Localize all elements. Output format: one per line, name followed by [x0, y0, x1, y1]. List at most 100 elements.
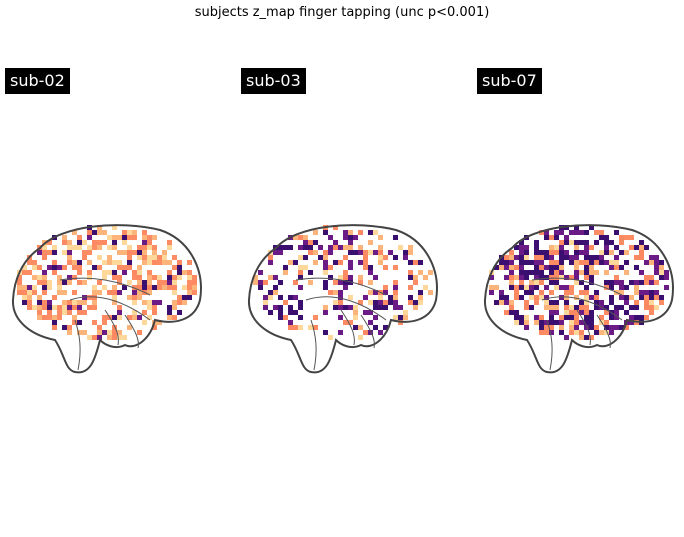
- activation-voxel: [37, 295, 42, 300]
- activation-voxel: [639, 255, 644, 260]
- activation-voxel: [413, 260, 418, 265]
- activation-voxel: [17, 280, 22, 285]
- activation-voxel: [132, 285, 137, 290]
- activation-voxel: [589, 245, 594, 250]
- activation-voxel: [77, 235, 82, 240]
- activation-voxel: [298, 305, 303, 310]
- activation-voxel: [32, 275, 37, 280]
- activation-voxel: [92, 240, 97, 245]
- activation-voxel: [167, 275, 172, 280]
- activation-voxel: [97, 225, 102, 230]
- activation-voxel: [187, 280, 192, 285]
- activation-voxel: [589, 260, 594, 265]
- activation-voxel: [368, 265, 373, 270]
- activation-voxel: [333, 245, 338, 250]
- activation-voxel: [122, 250, 127, 255]
- activation-voxel: [182, 270, 187, 275]
- activation-voxel: [529, 285, 534, 290]
- activation-voxel: [408, 285, 413, 290]
- activation-voxel: [644, 280, 649, 285]
- figure-title: subjects z_map finger tapping (unc p<0.0…: [194, 5, 490, 20]
- activation-voxel: [32, 290, 37, 295]
- activation-voxel: [554, 305, 559, 310]
- activation-voxel: [649, 305, 654, 310]
- activation-voxel: [117, 280, 122, 285]
- activation-voxel: [268, 275, 273, 280]
- activation-voxel: [288, 310, 293, 315]
- activation-voxel: [589, 225, 594, 230]
- activation-voxel: [579, 290, 584, 295]
- activation-voxel: [519, 265, 524, 270]
- activation-voxel: [569, 315, 574, 320]
- activation-voxel: [42, 255, 47, 260]
- activation-voxel: [624, 300, 629, 305]
- activation-voxel: [152, 310, 157, 315]
- activation-voxel: [539, 255, 544, 260]
- activation-voxel: [22, 285, 27, 290]
- activation-voxel: [348, 320, 353, 325]
- activation-voxel: [117, 250, 122, 255]
- brain-sulcus: [74, 319, 81, 371]
- activation-voxel: [122, 235, 127, 240]
- activation-voxel: [559, 285, 564, 290]
- activation-voxel: [77, 280, 82, 285]
- activation-voxel: [579, 320, 584, 325]
- activation-voxel: [97, 330, 102, 335]
- activation-voxel: [368, 300, 373, 305]
- activation-voxel: [87, 260, 92, 265]
- activation-voxel: [499, 260, 504, 265]
- activation-voxel: [624, 260, 629, 265]
- activation-voxel: [152, 260, 157, 265]
- activation-voxel: [348, 230, 353, 235]
- activation-voxel: [509, 250, 514, 255]
- activation-voxel: [172, 265, 177, 270]
- activation-voxel: [393, 315, 398, 320]
- activation-voxel: [333, 290, 338, 295]
- activation-voxel: [57, 305, 62, 310]
- activation-voxel: [579, 240, 584, 245]
- activation-voxel: [273, 275, 278, 280]
- activation-voxel: [584, 285, 589, 290]
- activation-voxel: [358, 275, 363, 280]
- activation-voxel: [644, 300, 649, 305]
- activation-voxel: [408, 245, 413, 250]
- activation-voxel: [192, 275, 197, 280]
- activation-voxel: [368, 280, 373, 285]
- activation-voxel: [584, 290, 589, 295]
- activation-voxel: [92, 290, 97, 295]
- activation-voxel: [117, 260, 122, 265]
- activation-voxel: [589, 270, 594, 275]
- activation-voxel: [659, 275, 664, 280]
- activation-voxel: [639, 280, 644, 285]
- activation-voxel: [293, 325, 298, 330]
- activation-voxel: [514, 285, 519, 290]
- activation-voxel: [22, 265, 27, 270]
- activation-voxel: [162, 285, 167, 290]
- activation-voxel: [514, 245, 519, 250]
- activation-voxel: [629, 315, 634, 320]
- activation-voxel: [649, 300, 654, 305]
- activation-voxel: [423, 285, 428, 290]
- activation-voxel: [529, 290, 534, 295]
- activation-voxel: [308, 245, 313, 250]
- activation-voxel: [187, 290, 192, 295]
- activation-voxel: [142, 260, 147, 265]
- activation-voxel: [313, 315, 318, 320]
- activation-voxel: [308, 240, 313, 245]
- activation-voxel: [609, 330, 614, 335]
- activation-voxel: [112, 335, 117, 340]
- activation-voxel: [82, 250, 87, 255]
- activation-voxel: [619, 290, 624, 295]
- activation-voxel: [112, 315, 117, 320]
- activation-voxel: [102, 315, 107, 320]
- activation-voxel: [308, 280, 313, 285]
- subject-label: sub-03: [241, 68, 306, 94]
- activation-voxel: [514, 320, 519, 325]
- activation-voxel: [589, 255, 594, 260]
- activation-voxel: [333, 225, 338, 230]
- activation-voxel: [639, 245, 644, 250]
- activation-voxel: [142, 285, 147, 290]
- activation-voxel: [559, 255, 564, 260]
- activation-voxel: [137, 275, 142, 280]
- activation-voxel: [519, 285, 524, 290]
